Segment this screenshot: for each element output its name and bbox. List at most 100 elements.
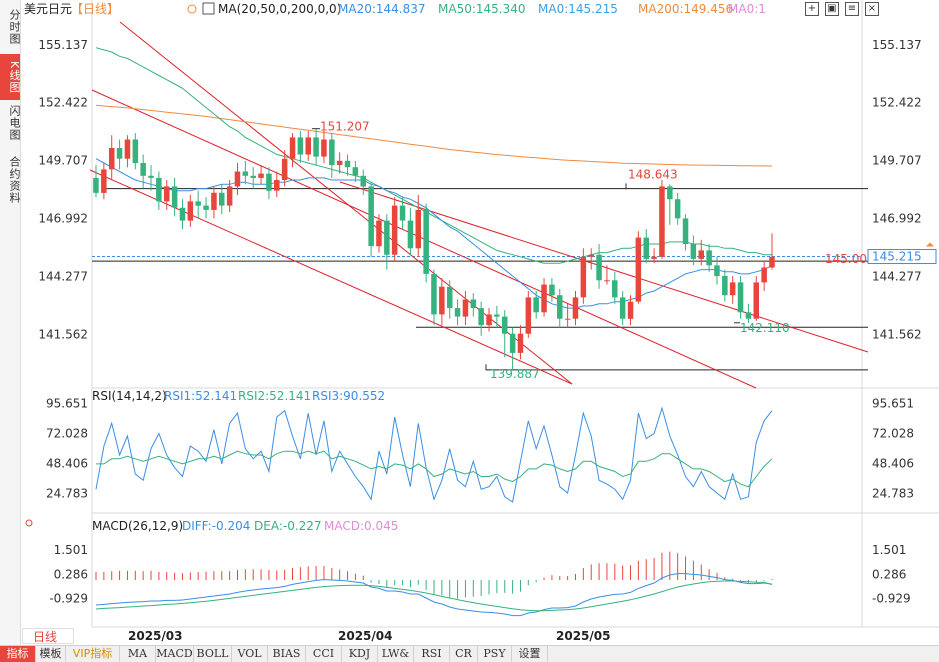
candle-body (612, 280, 618, 298)
price-annotation: 145.000 (825, 252, 875, 266)
indicator-tab[interactable]: BOLL (194, 646, 232, 662)
candle-body (148, 175, 154, 178)
y-tick-label-left: 152.422 (38, 96, 88, 110)
indicator-tab[interactable]: MACD (156, 646, 194, 662)
ma-value: MA200:149.456 (638, 2, 733, 16)
candle-body (423, 209, 429, 274)
indicator-tab[interactable]: BIAS (268, 646, 306, 662)
candle-body (494, 314, 500, 317)
ma-label: MA(20,50,0,200,0,0) (218, 2, 341, 16)
candle-body (313, 137, 319, 157)
candle-body (109, 148, 115, 170)
indicator-tab[interactable]: LW& (378, 646, 414, 662)
indicator-tab[interactable]: VOL (232, 646, 268, 662)
rsi-legend: RSI2:52.141 (238, 389, 311, 403)
indicator-tab[interactable]: VIP指标 (66, 646, 120, 662)
candles (93, 128, 775, 370)
candle-body (447, 286, 453, 308)
grid-icon[interactable]: + (805, 2, 819, 16)
rsi-tick-left: 24.783 (46, 486, 88, 500)
y-tick-label-left: 155.137 (38, 38, 88, 52)
candle-body (391, 205, 398, 255)
screenshot-icon[interactable]: ▣ (825, 2, 839, 16)
close-icon[interactable]: × (865, 2, 879, 16)
candle-body (116, 148, 123, 159)
candle-body (722, 276, 728, 296)
candle-body (344, 160, 351, 168)
indicator-tab[interactable]: CR (450, 646, 478, 662)
candle-body (517, 333, 524, 353)
grid (91, 0, 939, 628)
current-price-tag (867, 249, 937, 265)
candle-body (509, 333, 516, 353)
indicator-tab[interactable]: 设置 (512, 646, 548, 662)
candle-body (557, 295, 563, 319)
x-axis-date-label: 2025/05 (556, 629, 611, 643)
candle-body (431, 273, 437, 315)
chart-header: 美元日元【日线】 MA(20,50,0,200,0,0)MA20:144.837 M… (24, 2, 766, 16)
indicator-tab[interactable]: CCI (306, 646, 342, 662)
macd-tick-left: -0.929 (49, 592, 88, 606)
indicator-tab[interactable]: RSI (414, 646, 450, 662)
indicator-tab[interactable]: 模板 (36, 646, 66, 662)
candle-body (376, 220, 382, 247)
x-axis-date-label: 2025/03 (128, 629, 183, 643)
sidebar-tab-contract-info[interactable]: 合约资料 (8, 156, 21, 204)
rsi-tick-right: 72.028 (872, 426, 914, 440)
macd-tick-left: 0.286 (54, 567, 88, 581)
candle-body (179, 207, 186, 221)
candle-body (281, 158, 288, 180)
ma20-line (95, 158, 773, 309)
candle-body (462, 299, 469, 317)
candle-body (604, 280, 610, 282)
arrow-up-icon (926, 242, 934, 247)
candle-body (187, 201, 194, 221)
ma200-line (95, 104, 773, 167)
candle-body (572, 297, 579, 319)
y-tick-label-right: 146.992 (872, 212, 922, 226)
candle-body (140, 163, 146, 176)
symbol-name: 美元日元 (24, 2, 72, 16)
sidebar-tab-timeshare[interactable]: 分时图 (8, 9, 21, 45)
indicator-tab[interactable]: PSY (478, 646, 512, 662)
kline-chart[interactable]: 151.207 148.643 142.110 139.887 145.000145.2… (20, 0, 939, 628)
period-selector[interactable]: 日线 (22, 628, 74, 644)
macd-tick-right: 0.286 (872, 567, 906, 581)
candle-body (219, 192, 225, 206)
candle-body (729, 282, 736, 296)
period-tag: 【日线】 (71, 2, 119, 16)
candle-body (769, 256, 775, 268)
candle-body (674, 199, 681, 219)
candle-body (242, 171, 249, 176)
candle-body (667, 186, 673, 200)
rsi-tick-right: 48.406 (872, 456, 914, 470)
candle-body (470, 299, 477, 308)
candle-body (384, 220, 390, 255)
candle-body (297, 137, 304, 155)
sidebar-tab-kline[interactable]: K线图 (0, 54, 21, 100)
indicator-tab[interactable]: 指标 (0, 646, 36, 662)
macd-panel: MACD(26,12,9)DIFF:-0.204 DEA:-0.227 MACD:0… (25, 519, 911, 617)
y-tick-label-left: 144.277 (38, 270, 88, 284)
indicator-tab[interactable]: MA (120, 646, 156, 662)
rsi-tick-right: 24.783 (872, 486, 914, 500)
y-tick-label-right: 144.277 (872, 270, 922, 284)
candle-body (93, 177, 99, 193)
candle-body (525, 297, 532, 334)
candle-body (360, 175, 366, 187)
rsi-series-line (95, 406, 773, 503)
candle-body (627, 301, 634, 319)
candle-body (101, 169, 107, 193)
bottom-bar: 日线 2025/03 2025/04 2025/05 指标 模板 VIP指标 MA MACD… (0, 628, 939, 662)
candle-body (195, 201, 201, 206)
indicator-tab[interactable]: KDJ (342, 646, 378, 662)
ma-value: MA0:1 (728, 2, 766, 16)
candle-body (737, 282, 744, 313)
bars-icon[interactable]: ≡ (845, 2, 859, 16)
period-row: 日线 2025/03 2025/04 2025/05 (0, 628, 939, 644)
candle-body (226, 186, 233, 206)
rsi-tick-left: 95.651 (46, 397, 88, 411)
candle-body (549, 284, 555, 296)
rsi-tick-right: 95.651 (872, 397, 914, 411)
sidebar-tab-flash[interactable]: 闪电图 (8, 105, 21, 141)
